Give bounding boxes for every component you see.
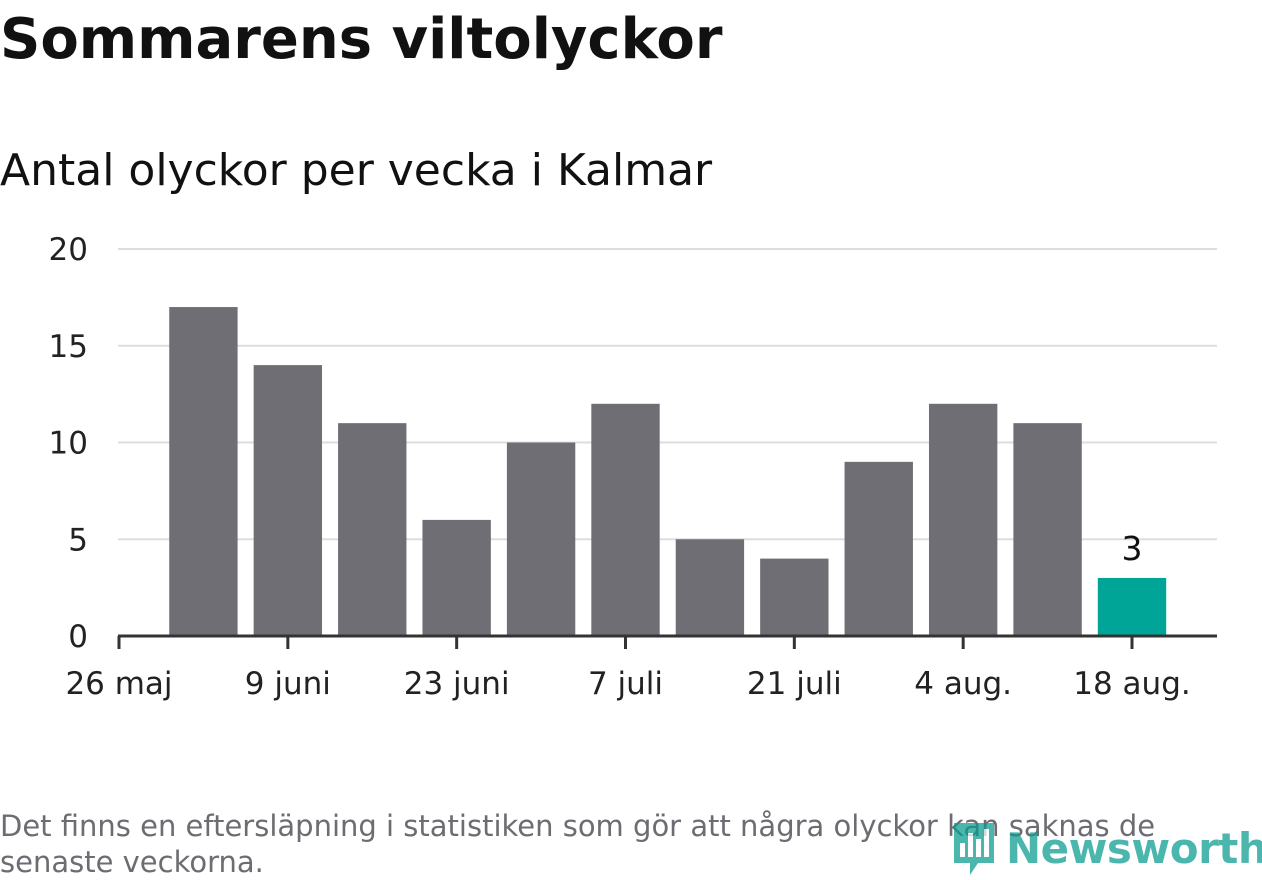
bar-chart-badge-icon — [954, 823, 994, 875]
bar — [506, 442, 576, 636]
bar — [1013, 423, 1082, 636]
bar — [169, 307, 238, 636]
y-tick-label: 5 — [68, 522, 88, 558]
chart-title: Sommarens viltolyckor — [0, 7, 723, 72]
x-tick-label: 23 juni — [404, 666, 510, 702]
bar — [675, 539, 745, 636]
data-label: 3 — [1122, 529, 1143, 568]
chart-subtitle: Antal olyckor per vecka i Kalmar — [0, 145, 713, 196]
newsworthy-logo: Newsworthy — [950, 818, 1262, 878]
bar — [760, 558, 829, 636]
bar — [253, 365, 323, 636]
y-tick-label: 20 — [49, 232, 88, 268]
bar — [928, 403, 998, 636]
x-tick-label: 9 juni — [245, 666, 331, 702]
bar — [844, 461, 913, 636]
y-tick-label: 15 — [49, 329, 88, 365]
x-tick-label: 18 aug. — [1073, 666, 1190, 702]
x-tick-label: 26 maj — [65, 666, 172, 702]
bar — [1097, 577, 1167, 636]
x-tick-label: 21 juli — [747, 666, 842, 702]
y-tick-label: 10 — [49, 426, 88, 462]
bar — [338, 423, 407, 636]
x-tick-label: 4 aug. — [914, 666, 1012, 702]
bar — [422, 519, 491, 636]
bar — [591, 403, 660, 636]
x-tick-label: 7 juli — [588, 666, 663, 702]
brand-name: Newsworthy — [1006, 823, 1262, 873]
y-tick-label: 0 — [68, 619, 88, 655]
